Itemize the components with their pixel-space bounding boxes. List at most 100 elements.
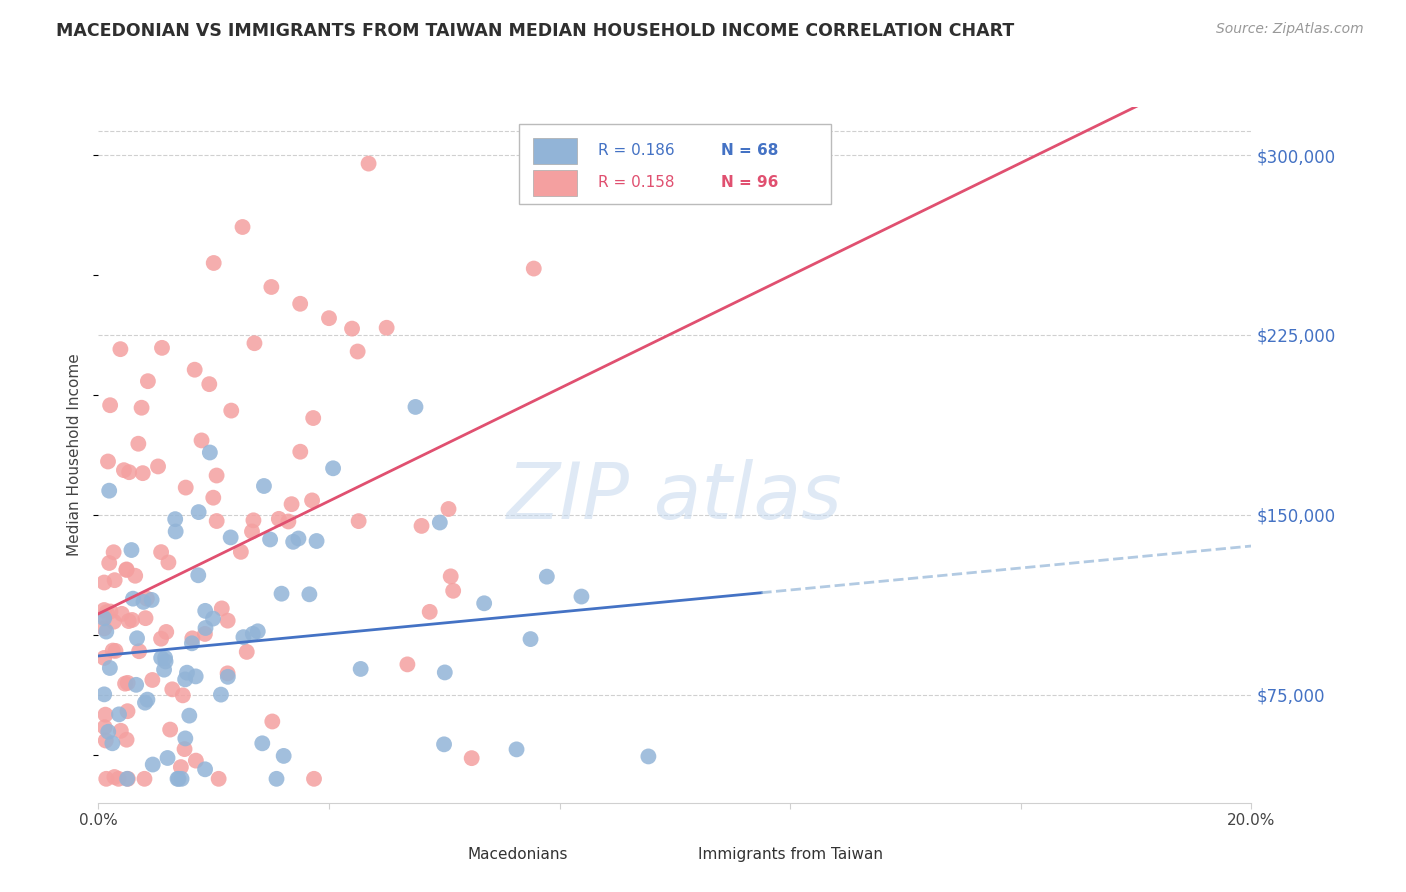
Bar [533,169,576,196]
Point [194,762,217,776]
Point [115,772,138,786]
Point [93,603,115,617]
Point [153,663,176,677]
Point [150,341,173,355]
Point [115,563,138,577]
Point [190,434,212,448]
Point [110,342,132,356]
Point [174,481,197,495]
Point [124,568,146,582]
Point [198,377,221,392]
Point [136,692,159,706]
Point [347,514,370,528]
Point [132,595,155,609]
Point [127,436,149,450]
Point [322,461,344,475]
Text: Immigrants from Taiwan: Immigrants from Taiwan [697,847,883,862]
Point [128,644,150,658]
Point [134,772,156,786]
Point [396,657,419,672]
Point [259,533,281,547]
Point [110,723,132,738]
Point [232,630,254,644]
Point [94,707,117,722]
Point [305,534,328,549]
Point [97,454,120,468]
Bar [533,137,576,164]
Point [637,749,659,764]
Point [115,732,138,747]
Text: N = 68: N = 68 [721,144,779,159]
Point [273,748,295,763]
Point [460,751,482,765]
Point [111,607,134,621]
Point [242,627,264,641]
Point [505,742,527,756]
Point [302,411,325,425]
Point [136,374,159,388]
Point [202,491,225,505]
Text: Source: ZipAtlas.com: Source: ZipAtlas.com [1216,22,1364,37]
Point [97,724,120,739]
Point [209,688,232,702]
Point [108,707,131,722]
Point [142,757,165,772]
Point [350,662,373,676]
Point [93,720,115,734]
Point [150,651,173,665]
Point [150,545,173,559]
Bar [664,843,689,865]
Point [217,670,239,684]
Point [229,545,252,559]
Point [433,737,456,751]
Point [280,497,302,511]
Point [93,609,115,624]
Point [260,280,283,294]
Point [181,632,204,646]
Point [132,466,155,480]
Point [93,687,115,701]
Point [184,669,207,683]
Point [172,689,194,703]
Point [118,614,141,628]
Point [141,673,163,687]
Point [93,621,115,635]
Point [107,772,129,786]
Point [298,587,321,601]
Point [100,605,122,619]
Point [159,723,181,737]
Point [194,627,217,641]
Point [98,556,121,570]
Point [283,534,305,549]
Point [290,444,312,458]
Point [156,751,179,765]
Point [181,636,204,650]
Point [262,714,284,729]
Point [101,643,124,657]
Point [340,321,363,335]
Point [202,611,225,625]
Point [437,502,460,516]
Point [243,336,266,351]
Bar [519,124,831,204]
Point [194,604,217,618]
Point [571,590,593,604]
Point [146,459,169,474]
Point [101,736,124,750]
Text: ZIP atlas: ZIP atlas [508,458,842,534]
Point [131,401,153,415]
Point [440,569,463,583]
Point [433,665,456,680]
Point [202,256,225,270]
Point [205,514,228,528]
Point [114,676,136,690]
Point [301,493,323,508]
Point [112,463,135,477]
Point [277,515,299,529]
Point [96,772,118,786]
Point [93,611,115,625]
Point [98,661,121,675]
Point [150,632,173,646]
Text: Macedonians: Macedonians [467,847,568,862]
Point [211,601,233,615]
